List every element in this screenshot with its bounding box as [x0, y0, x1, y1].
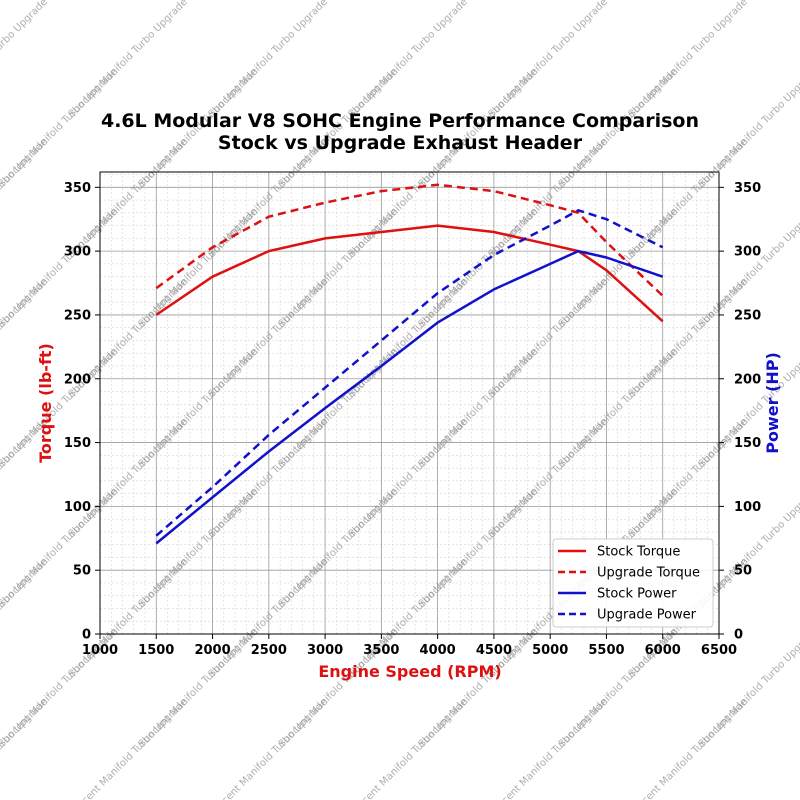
watermark-text: Suncent Manifold Turbo Upgrade	[487, 697, 610, 800]
y-left-tick-label: 200	[64, 372, 91, 387]
series-line-upgrade-power	[155, 209, 664, 537]
x-tick-label: 4000	[420, 643, 456, 658]
x-tick-label: 6000	[645, 643, 681, 658]
y-left-tick-label: 100	[64, 500, 91, 515]
y-right-tick-label: 50	[734, 564, 752, 579]
x-tick-label: 1000	[82, 643, 118, 658]
series-line-upgrade-torque	[155, 183, 664, 297]
legend-label: Stock Torque	[597, 545, 680, 560]
y-right-tick-label: 300	[734, 245, 761, 260]
x-axis-label: Engine Speed (RPM)	[318, 662, 501, 681]
y-left-tick-label: 150	[64, 436, 91, 451]
y-right-tick-label: 150	[734, 436, 761, 451]
y-left-tick-label: 0	[82, 628, 91, 643]
series-line-stock-torque	[155, 224, 664, 323]
watermark-text: Suncent Manifold Turbo Upgrade	[207, 697, 330, 800]
x-tick-label: 3000	[307, 643, 343, 658]
series-layer	[155, 183, 664, 545]
x-tick-label: 5500	[588, 643, 624, 658]
x-tick-label: 4500	[476, 643, 512, 658]
x-tick-label: 2000	[194, 643, 230, 658]
legend: Stock Torque Upgrade Torque Stock Power Upg…	[552, 538, 714, 628]
x-tick-label: 6500	[701, 643, 737, 658]
watermark-text: Suncent Manifold Turbo Upgrade	[0, 557, 50, 680]
y-axis-left: 0 50 100 150 200 250 300 350	[64, 181, 100, 643]
watermark-text: Suncent Manifold Turbo Upgrade	[347, 697, 470, 800]
y-right-tick-label: 250	[734, 308, 761, 323]
y-axis-right-label: Power (HP)	[763, 352, 782, 454]
chart-title: 4.6L Modular V8 SOHC Engine Performance …	[101, 110, 699, 132]
x-axis: 1000 1500 2000 2500 3000 3500 4000 4500 5000 5500…	[82, 634, 737, 658]
legend-label: Upgrade Torque	[597, 566, 700, 581]
chart-subtitle: Stock vs Upgrade Exhaust Header	[218, 132, 583, 154]
y-axis-right: 0 50 100 150 200 250 300 350	[719, 181, 761, 643]
x-tick-label: 1500	[138, 643, 174, 658]
watermark-text: Suncent Manifold Turbo Upgrade	[0, 137, 50, 260]
y-left-tick-label: 250	[64, 308, 91, 323]
y-left-tick-label: 350	[64, 181, 91, 196]
y-axis-left-label: Torque (lb-ft)	[36, 343, 55, 463]
y-right-tick-label: 100	[734, 500, 761, 515]
x-tick-label: 2500	[251, 643, 287, 658]
y-left-tick-label: 300	[64, 245, 91, 260]
watermark-text: Suncent Manifold Turbo Upgrade	[627, 697, 750, 800]
series-line-stock-power	[155, 249, 664, 545]
legend-box	[552, 538, 714, 628]
legend-label: Upgrade Power	[597, 608, 697, 623]
y-right-tick-label: 200	[734, 372, 761, 387]
y-right-tick-label: 350	[734, 181, 761, 196]
x-tick-label: 3500	[363, 643, 399, 658]
y-left-tick-label: 50	[73, 564, 91, 579]
watermark-text: Suncent Manifold Turbo Upgrade	[0, 0, 50, 120]
x-tick-label: 5000	[532, 643, 568, 658]
watermark-text: Suncent Manifold Turbo Upgrade	[0, 697, 50, 800]
legend-label: Stock Power	[597, 587, 677, 602]
watermark-text: Suncent Manifold Turbo Upgrade	[67, 697, 190, 800]
plot-frame	[99, 171, 720, 635]
y-right-tick-label: 0	[734, 628, 743, 643]
